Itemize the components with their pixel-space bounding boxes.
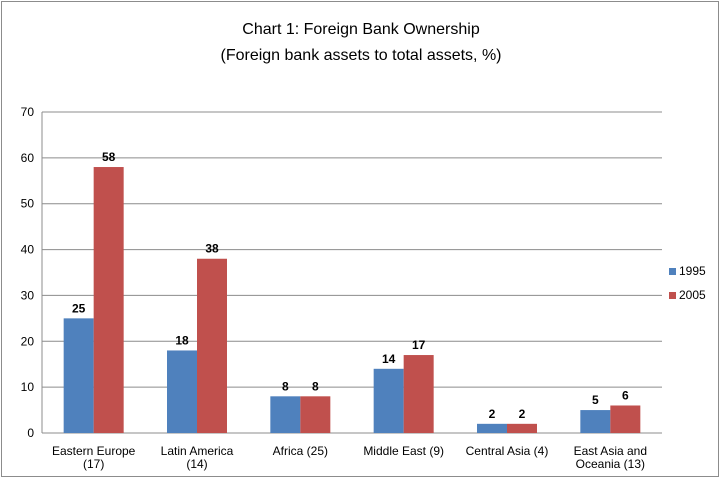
data-label-2005-3: 17 — [412, 338, 426, 352]
data-label-1995-5: 5 — [592, 393, 599, 407]
data-label-2005-0: 58 — [102, 150, 116, 164]
bars — [63, 167, 641, 433]
data-label-1995-4: 2 — [489, 407, 496, 421]
y-tick-label: 20 — [21, 334, 35, 348]
bar-2005-2 — [300, 396, 331, 433]
y-tick-label: 70 — [21, 105, 35, 119]
legend-label-1995: 1995 — [679, 264, 706, 278]
bar-2005-1 — [197, 258, 227, 433]
data-label-2005-1: 38 — [205, 242, 219, 256]
y-tick-label: 40 — [21, 243, 35, 257]
x-category-label: Middle East (9) — [363, 444, 444, 458]
x-category-label: Latin America (14) — [161, 444, 234, 471]
legend: 1995 2005 — [669, 264, 706, 302]
y-tick-label: 30 — [21, 288, 35, 302]
x-category-label: Africa (25) — [273, 444, 328, 458]
legend-label-2005: 2005 — [679, 288, 706, 302]
data-label-1995-1: 18 — [175, 333, 189, 347]
bar-1995-5 — [580, 410, 611, 433]
data-label-1995-2: 8 — [282, 379, 289, 393]
data-label-1995-3: 14 — [382, 352, 396, 366]
bar-2005-5 — [610, 405, 641, 433]
data-label-2005-5: 6 — [622, 388, 629, 402]
y-axis-ticks: 0 10 20 30 40 50 60 70 — [21, 105, 35, 440]
data-label-2005-4: 2 — [519, 407, 526, 421]
bar-2005-3 — [403, 355, 434, 433]
data-label-2005-2: 8 — [312, 379, 319, 393]
y-tick-label: 60 — [21, 151, 35, 165]
chart-subtitle: (Foreign bank assets to total assets, %) — [220, 47, 501, 64]
x-category-label: Central Asia (4) — [466, 444, 549, 458]
bar-1995-1 — [167, 350, 197, 433]
x-category-label: Eastern Europe (17) — [52, 444, 136, 471]
chart-title: Chart 1: Foreign Bank Ownership — [242, 21, 480, 38]
bar-1995-2 — [270, 396, 301, 433]
y-tick-label: 50 — [21, 197, 35, 211]
legend-swatch-2005 — [669, 292, 676, 299]
bar-1995-0 — [63, 318, 94, 433]
bar-1995-4 — [477, 423, 507, 433]
y-tick-label: 0 — [27, 426, 34, 440]
data-label-1995-0: 25 — [72, 301, 86, 315]
x-axis-categories: Eastern Europe (17) Latin America (14) Afric… — [52, 444, 647, 471]
gridlines — [41, 111, 662, 434]
y-tick-label: 10 — [21, 380, 35, 394]
legend-swatch-1995 — [669, 268, 676, 275]
bar-1995-3 — [373, 368, 404, 433]
bar-2005-0 — [93, 167, 124, 433]
bar-2005-4 — [507, 423, 537, 433]
x-category-label: East Asia and Oceania (13) — [574, 444, 647, 471]
